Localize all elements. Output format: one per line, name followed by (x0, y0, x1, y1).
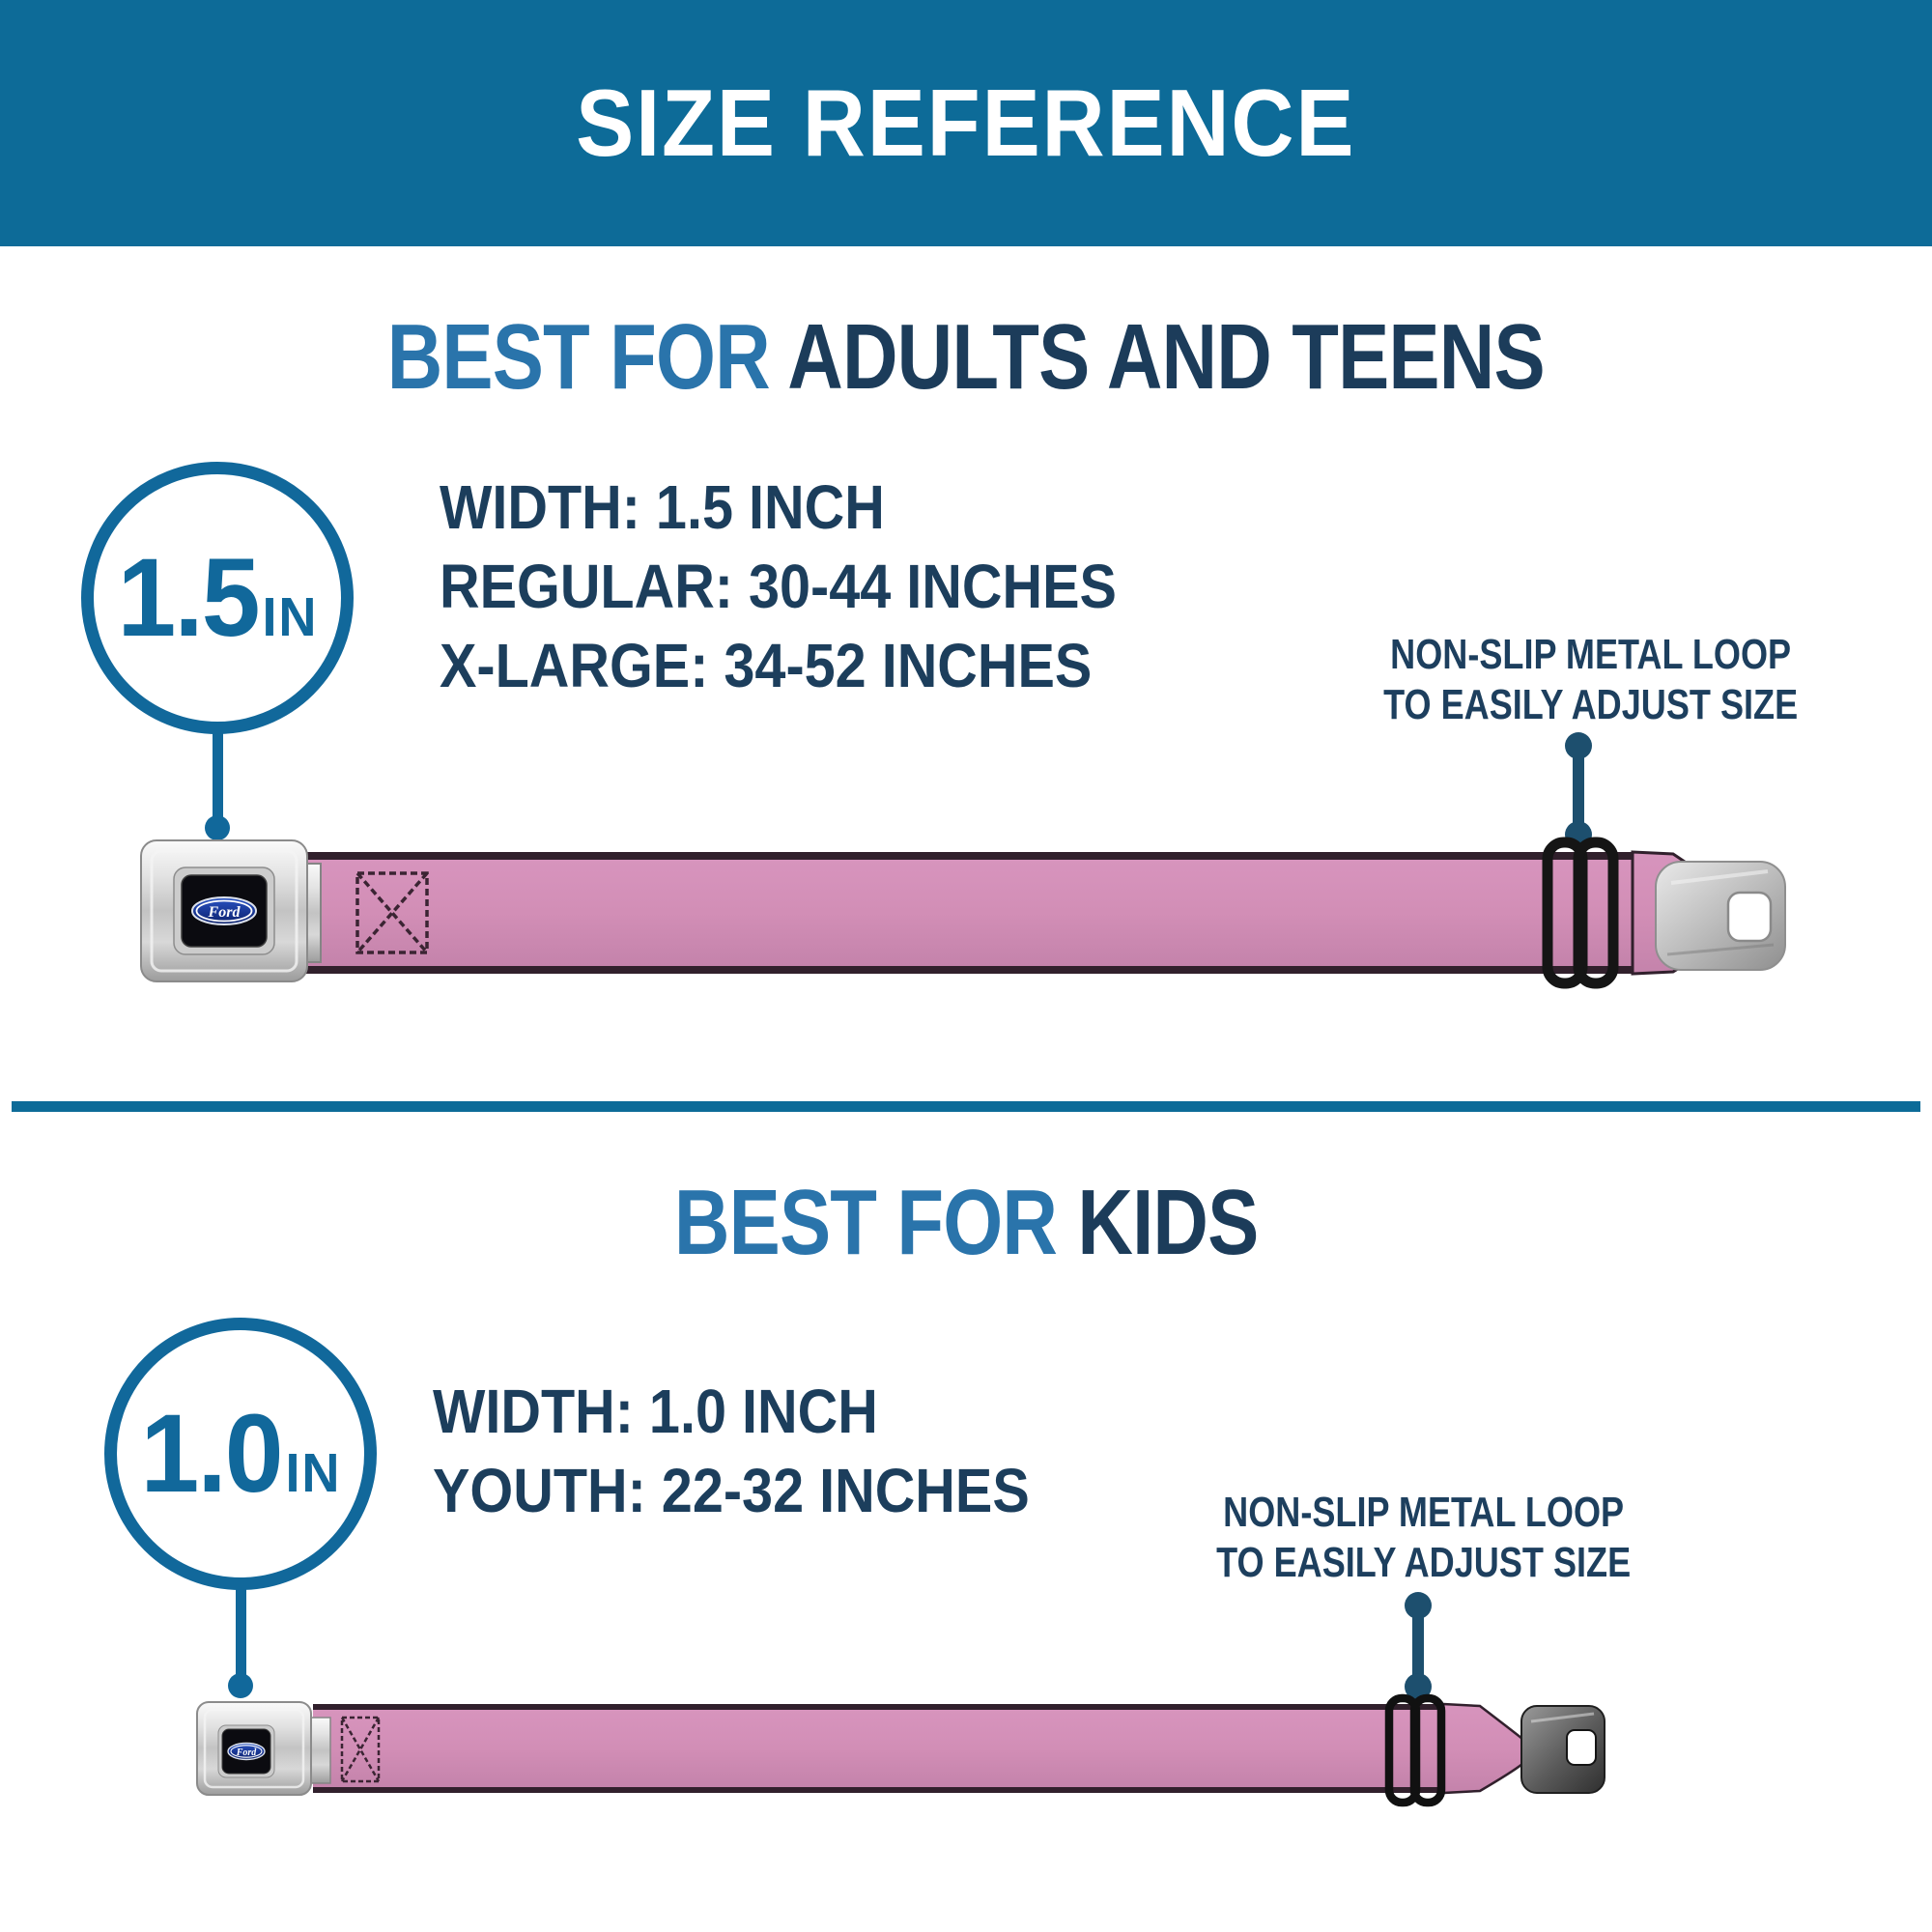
loop-annotation-line2-kids: TO EASILY ADJUST SIZE (1216, 1539, 1632, 1586)
latch-plate-hole-kids (1566, 1729, 1597, 1766)
webbing-bottom-edge-adults (301, 966, 1633, 974)
webbing-top-edge-kids (313, 1704, 1443, 1710)
specs-kids: WIDTH: 1.0 INCH YOUTH: 22-32 INCHES (433, 1372, 1095, 1530)
latch-plate-hole-adults (1726, 891, 1773, 943)
spec-regular-adults: REGULAR: 30-44 INCHES (440, 552, 1117, 621)
loop-annotation-line2-adults: TO EASILY ADJUST SIZE (1383, 681, 1799, 728)
belt-image-kids: Ford (196, 1693, 1605, 1807)
heading-accent-adults: BEST FOR (386, 305, 771, 409)
circle-pointer-line-kids (236, 1586, 246, 1683)
heading-accent-kids: BEST FOR (673, 1171, 1058, 1274)
spec-xlarge-adults: X-LARGE: 34-52 INCHES (440, 631, 1093, 700)
webbing-top-edge-adults (301, 852, 1633, 860)
header-banner: SIZE REFERENCE (0, 0, 1932, 246)
webbing-strap-adults (301, 860, 1633, 966)
buckle-kids: Ford (196, 1701, 331, 1796)
webbing-taper-kids (1441, 1702, 1524, 1795)
spec-width-kids: WIDTH: 1.0 INCH (433, 1377, 878, 1446)
adjuster-loop-kids (1384, 1693, 1446, 1807)
section-heading-adults: BEST FOR ADULTS AND TEENS (0, 311, 1932, 404)
spec-youth-kids: YOUTH: 22-32 INCHES (433, 1456, 1030, 1525)
size-unit-adults: IN (262, 586, 318, 648)
size-value-kids: 1.0 (140, 1392, 283, 1516)
loop-annotation-kids: NON-SLIP METAL LOOP TO EASILY ADJUST SIZ… (1171, 1488, 1673, 1588)
annotation-connector-line-adults (1573, 746, 1584, 835)
size-badge-text-kids: 1.0 IN (140, 1390, 341, 1518)
ford-logo-text-kids: Ford (236, 1747, 258, 1758)
circle-pointer-dot-kids (228, 1673, 253, 1698)
heading-rest-adults: ADULTS AND TEENS (770, 305, 1546, 409)
heading-rest-kids: KIDS (1056, 1171, 1259, 1274)
circle-pointer-line-adults (213, 730, 223, 823)
section-heading-kids: BEST FOR KIDS (0, 1177, 1932, 1269)
ford-logo-kids: Ford (227, 1742, 266, 1761)
spec-width-adults: WIDTH: 1.5 INCH (440, 472, 885, 542)
size-unit-kids: IN (285, 1442, 341, 1504)
webbing-kids (313, 1702, 1524, 1795)
adjuster-loop-adults (1542, 837, 1619, 989)
loop-annotation-adults: NON-SLIP METAL LOOP TO EASILY ADJUST SIZ… (1338, 630, 1840, 730)
annotation-connector-line-kids (1412, 1605, 1424, 1687)
page-title: SIZE REFERENCE (576, 70, 1356, 176)
latch-plate-adults (1655, 861, 1786, 971)
webbing-strap-kids (313, 1710, 1443, 1787)
box-x-stitch-kids (340, 1716, 381, 1783)
size-badge-text-adults: 1.5 IN (117, 534, 318, 662)
loop-annotation-line1-kids: NON-SLIP METAL LOOP (1223, 1489, 1625, 1536)
webbing-adults (301, 850, 1727, 976)
belt-image-adults: Ford (140, 837, 1786, 989)
specs-adults: WIDTH: 1.5 INCH REGULAR: 30-44 INCHES X-… (440, 468, 1192, 705)
section-divider (12, 1101, 1920, 1112)
loop-annotation-line1-adults: NON-SLIP METAL LOOP (1390, 631, 1792, 678)
ford-logo-text-adults: Ford (208, 904, 242, 921)
size-badge-kids: 1.0 IN (104, 1318, 377, 1590)
box-x-stitch-adults (355, 871, 429, 954)
circle-pointer-dot-adults (205, 815, 230, 840)
webbing-bottom-edge-kids (313, 1787, 1443, 1793)
latch-plate-kids (1520, 1705, 1605, 1794)
ford-logo-adults: Ford (191, 896, 257, 925)
buckle-adults: Ford (140, 839, 322, 982)
size-badge-adults: 1.5 IN (81, 462, 354, 734)
size-value-adults: 1.5 (117, 536, 260, 660)
